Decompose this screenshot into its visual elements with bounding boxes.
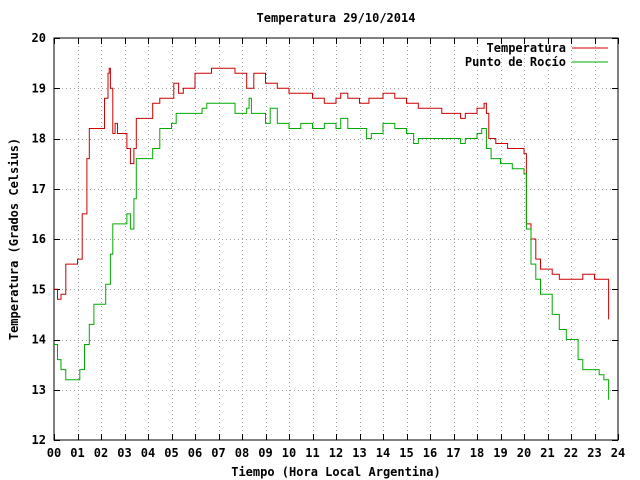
series-layer bbox=[54, 67, 610, 400]
x-tick-label: 19 bbox=[493, 446, 507, 460]
legend-label: Temperatura bbox=[487, 41, 566, 55]
y-tick-label: 20 bbox=[32, 31, 46, 45]
legend-label: Punto de Rocío bbox=[465, 55, 566, 69]
x-tick-label: 04 bbox=[141, 446, 155, 460]
x-tick-label: 08 bbox=[235, 446, 249, 460]
x-tick-label: 02 bbox=[94, 446, 108, 460]
x-tick-label: 16 bbox=[423, 446, 437, 460]
y-tick-label: 12 bbox=[32, 433, 46, 447]
x-tick-label: 22 bbox=[564, 446, 578, 460]
x-tick-label: 01 bbox=[70, 446, 84, 460]
x-tick-label: 03 bbox=[117, 446, 131, 460]
chart-title: Temperatura 29/10/2014 bbox=[257, 11, 416, 25]
x-tick-labels: 00 01 02 03 04 05 06 07 08 09 10 11 12 13 14 15 16 17 18 19… bbox=[47, 446, 625, 460]
x-tick-label: 12 bbox=[329, 446, 343, 460]
x-tick-label: 20 bbox=[517, 446, 531, 460]
x-tick-label: 23 bbox=[587, 446, 601, 460]
series-line-temperatura bbox=[54, 67, 610, 320]
x-tick-label: 21 bbox=[540, 446, 554, 460]
x-tick-label: 07 bbox=[211, 446, 225, 460]
y-tick-label: 19 bbox=[32, 81, 46, 95]
x-tick-label: 09 bbox=[258, 446, 272, 460]
x-tick-label: 13 bbox=[352, 446, 366, 460]
x-tick-label: 17 bbox=[446, 446, 460, 460]
x-tick-label: 05 bbox=[164, 446, 178, 460]
ticks-layer bbox=[54, 38, 619, 441]
x-tick-label: 24 bbox=[611, 446, 625, 460]
x-axis-label: Tiempo (Hora Local Argentina) bbox=[231, 465, 441, 479]
x-tick-label: 11 bbox=[305, 446, 319, 460]
y-tick-label: 13 bbox=[32, 383, 46, 397]
x-tick-label: 00 bbox=[47, 446, 61, 460]
y-tick-label: 18 bbox=[32, 132, 46, 146]
x-tick-label: 18 bbox=[470, 446, 484, 460]
x-tick-label: 14 bbox=[376, 446, 390, 460]
y-tick-label: 14 bbox=[32, 333, 46, 347]
y-tick-label: 16 bbox=[32, 232, 46, 246]
y-tick-label: 15 bbox=[32, 282, 46, 296]
y-tick-label: 17 bbox=[32, 182, 46, 196]
grid-layer bbox=[54, 38, 618, 440]
y-axis-label: Temperatura (Grados Celsius) bbox=[7, 138, 21, 340]
series-line-punto-de-rocio bbox=[54, 97, 610, 400]
x-tick-label: 15 bbox=[399, 446, 413, 460]
y-tick-labels: 12 13 14 15 16 17 18 19 20 bbox=[32, 31, 46, 447]
x-tick-label: 06 bbox=[188, 446, 202, 460]
x-tick-label: 10 bbox=[282, 446, 296, 460]
